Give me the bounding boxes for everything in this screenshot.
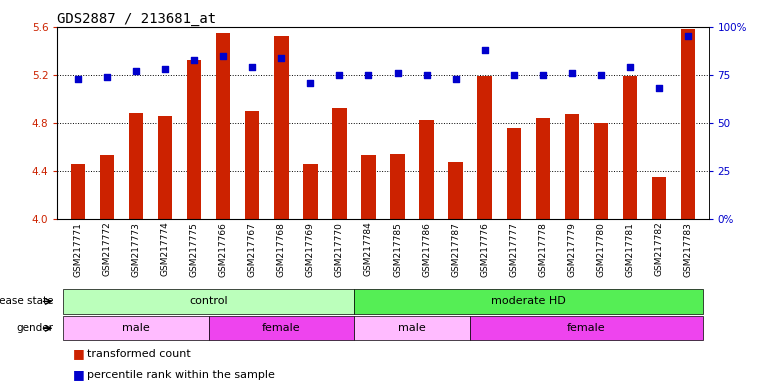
Point bbox=[595, 72, 607, 78]
Bar bbox=[535, 118, 550, 219]
Bar bbox=[354, 316, 470, 340]
Point bbox=[362, 72, 375, 78]
Point bbox=[217, 53, 229, 59]
Point bbox=[479, 47, 491, 53]
Text: percentile rank within the sample: percentile rank within the sample bbox=[87, 370, 274, 380]
Bar bbox=[652, 177, 666, 219]
Point bbox=[72, 76, 84, 82]
Text: moderate HD: moderate HD bbox=[491, 296, 566, 306]
Point bbox=[421, 72, 433, 78]
Point bbox=[304, 79, 316, 86]
Bar bbox=[129, 113, 143, 219]
Bar bbox=[70, 164, 85, 219]
Point bbox=[188, 56, 200, 63]
Bar bbox=[477, 76, 492, 219]
Bar bbox=[64, 316, 208, 340]
Point bbox=[246, 64, 258, 70]
Bar bbox=[448, 162, 463, 219]
Point bbox=[333, 72, 345, 78]
Text: female: female bbox=[262, 323, 300, 333]
Point bbox=[101, 74, 113, 80]
Bar bbox=[681, 29, 696, 219]
Bar bbox=[390, 154, 404, 219]
Point bbox=[508, 72, 520, 78]
Point bbox=[653, 85, 665, 91]
Bar bbox=[470, 316, 702, 340]
Text: GDS2887 / 213681_at: GDS2887 / 213681_at bbox=[57, 12, 217, 26]
Text: female: female bbox=[567, 323, 606, 333]
Bar bbox=[100, 155, 114, 219]
Point bbox=[129, 68, 142, 74]
Point bbox=[450, 76, 462, 82]
Text: male: male bbox=[398, 323, 426, 333]
Text: ■: ■ bbox=[73, 369, 84, 381]
Text: transformed count: transformed count bbox=[87, 349, 190, 359]
Bar bbox=[362, 155, 376, 219]
Bar bbox=[64, 290, 354, 313]
Point bbox=[537, 72, 549, 78]
Point bbox=[391, 70, 404, 76]
Text: ■: ■ bbox=[73, 348, 84, 360]
Bar bbox=[245, 111, 260, 219]
Bar bbox=[623, 76, 637, 219]
Point bbox=[159, 66, 171, 72]
Text: gender: gender bbox=[17, 323, 54, 333]
Bar bbox=[158, 116, 172, 219]
Text: control: control bbox=[189, 296, 228, 306]
Bar bbox=[565, 114, 579, 219]
Bar bbox=[332, 108, 347, 219]
Bar bbox=[208, 316, 354, 340]
Bar bbox=[506, 127, 521, 219]
Point bbox=[624, 64, 637, 70]
Bar bbox=[274, 36, 289, 219]
Bar bbox=[216, 33, 231, 219]
Bar bbox=[303, 164, 318, 219]
Bar bbox=[187, 60, 201, 219]
Text: male: male bbox=[122, 323, 150, 333]
Point bbox=[682, 33, 694, 40]
Bar bbox=[419, 121, 434, 219]
Bar bbox=[594, 123, 608, 219]
Text: disease state: disease state bbox=[0, 296, 54, 306]
Bar bbox=[354, 290, 702, 313]
Point bbox=[566, 70, 578, 76]
Point bbox=[275, 55, 287, 61]
